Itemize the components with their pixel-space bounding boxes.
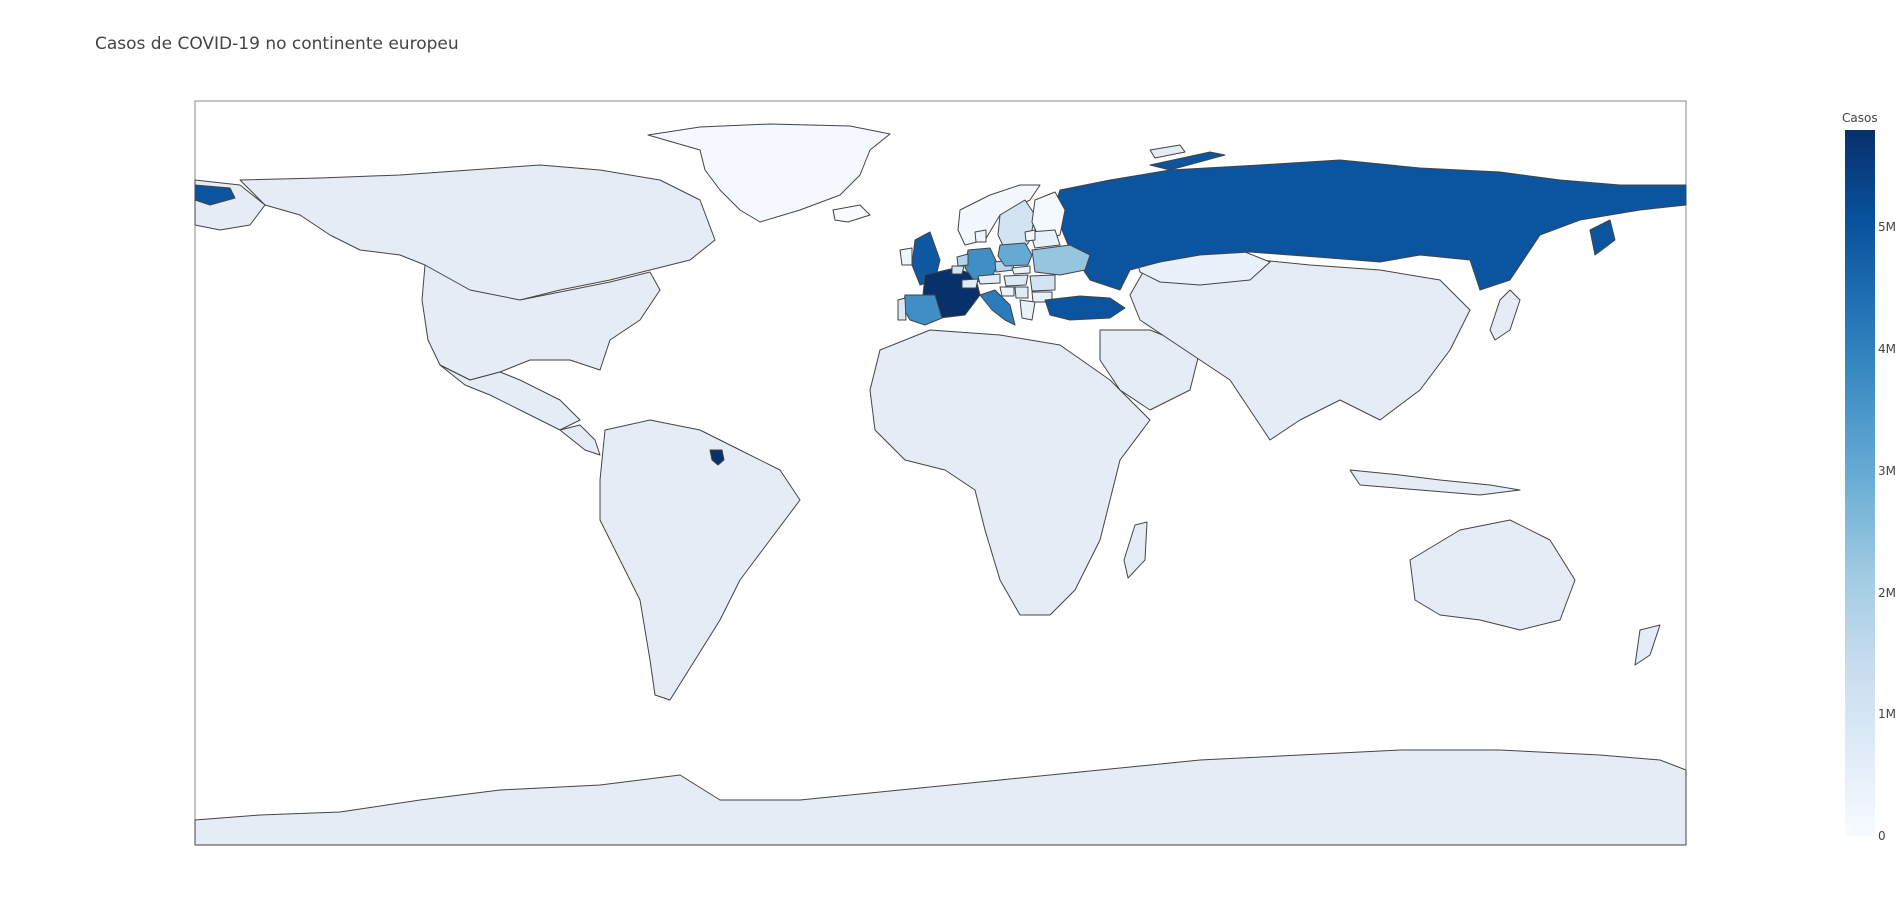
country-greece[interactable] <box>1019 299 1036 321</box>
country-madagascar[interactable] <box>1123 521 1148 579</box>
country-middle-east[interactable] <box>1099 329 1201 411</box>
colorbar-tick-label: 0 <box>1878 829 1886 843</box>
country-mexico[interactable] <box>439 364 581 431</box>
country-australia[interactable] <box>1409 519 1576 631</box>
country-nz[interactable] <box>1634 624 1661 666</box>
country-denmark[interactable] <box>974 229 987 243</box>
country-poland[interactable] <box>997 242 1033 267</box>
country-serbia[interactable] <box>1014 286 1029 299</box>
country-austria[interactable] <box>977 273 1001 285</box>
country-svalbard[interactable] <box>1149 144 1186 159</box>
colorbar-tick-label: 2M <box>1878 585 1896 600</box>
country-canada[interactable] <box>239 164 716 301</box>
country-russia[interactable] <box>1054 159 1687 291</box>
country-belarus[interactable] <box>1029 229 1061 249</box>
country-lithuania[interactable] <box>1024 229 1036 242</box>
country-greenland[interactable] <box>647 123 891 223</box>
country-ukraine[interactable] <box>1031 244 1091 276</box>
colorbar <box>1845 130 1875 836</box>
country-belgium[interactable] <box>951 265 965 275</box>
chart-title: Casos de COVID-19 no continente europeu <box>95 34 459 54</box>
country-romania[interactable] <box>1029 274 1056 292</box>
colorbar-tick-label: 3M <box>1878 463 1896 478</box>
country-croatia[interactable] <box>999 286 1015 297</box>
country-hungary[interactable] <box>1003 274 1029 287</box>
country-finland[interactable] <box>1031 191 1066 241</box>
colorbar-tick-label: 4M <box>1878 342 1896 357</box>
country-slovakia[interactable] <box>1011 265 1031 275</box>
country-africa[interactable] <box>869 329 1151 616</box>
colorbar-title: Casos <box>1842 111 1878 125</box>
colorbar-tick-label: 5M <box>1878 220 1896 235</box>
country-asia[interactable] <box>1129 254 1471 441</box>
country-russia-east[interactable] <box>194 184 236 206</box>
country-french-guiana[interactable] <box>709 449 725 466</box>
colorbar-tick-label: 1M <box>1878 707 1896 722</box>
country-portugal[interactable] <box>897 297 907 321</box>
country-antarctica[interactable] <box>194 749 1687 846</box>
country-usa[interactable] <box>421 264 661 381</box>
country-novaya[interactable] <box>1149 151 1226 171</box>
country-indonesia[interactable] <box>1349 469 1521 496</box>
country-south-america[interactable] <box>599 419 801 701</box>
country-turkey[interactable] <box>1044 295 1126 321</box>
country-kamchatka[interactable] <box>1589 219 1616 256</box>
country-netherlands[interactable] <box>956 253 969 267</box>
country-switzerland[interactable] <box>961 278 979 289</box>
country-ireland[interactable] <box>899 247 913 266</box>
country-iceland[interactable] <box>832 204 871 223</box>
country-japan[interactable] <box>1489 289 1521 341</box>
country-central-america[interactable] <box>559 424 601 456</box>
country-italy[interactable] <box>979 289 1016 326</box>
